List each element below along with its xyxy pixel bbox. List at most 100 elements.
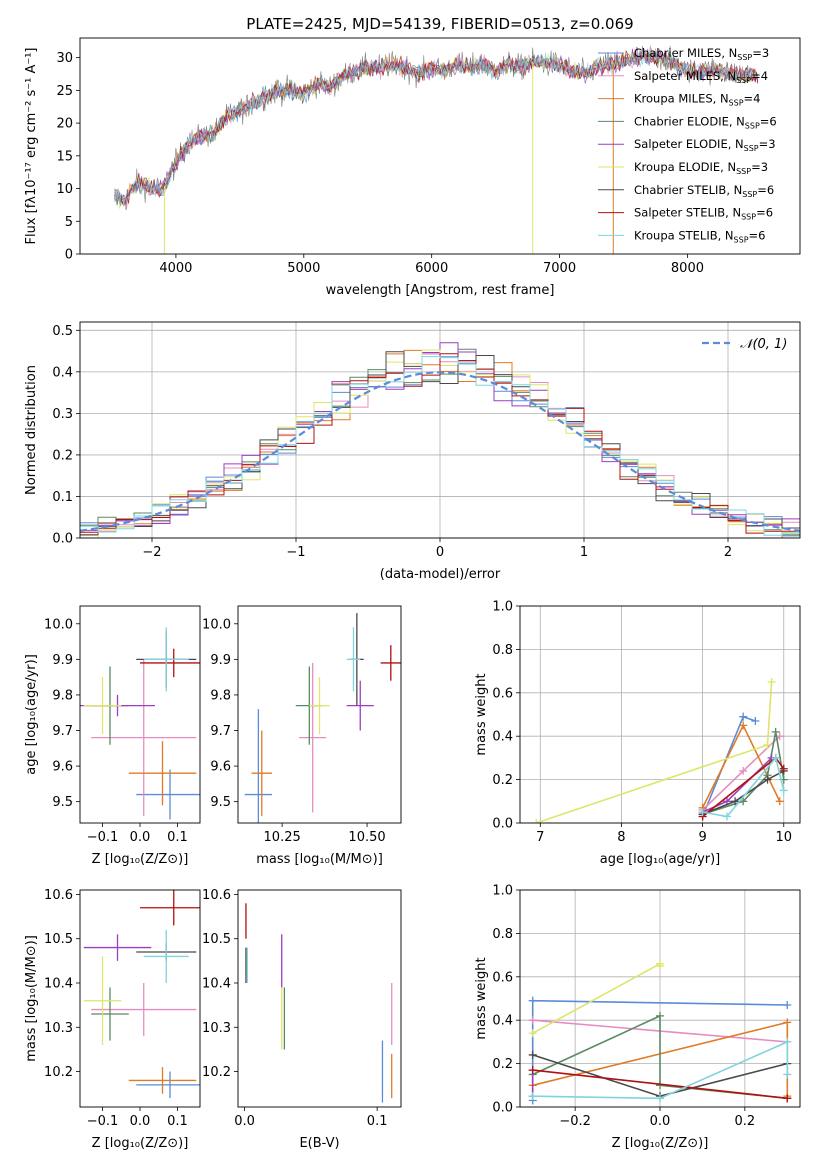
- mass-weight-marker: [698, 808, 707, 817]
- residual-histogram-panel: −2 −1 0 1 2 0.0 0.1 0.2 0.3 0.4 0.5 (data-model)/er…: [24, 321, 801, 582]
- spectrum-model-line: [114, 48, 759, 205]
- mass-weight-vs-age-panel: 7 8 9 10 0.0 0.2 0.4 0.6 0.8 1.0 age [log₁₀(age/yr…: [474, 600, 801, 867]
- x-tick-label: 0.1: [167, 830, 188, 845]
- y-axis-label: mass weight: [474, 673, 489, 755]
- legend-entry: Salpeter ELODIE, NSSP=3: [634, 137, 776, 153]
- y-tick-label: 10.3: [202, 1021, 231, 1036]
- x-tick-label: 0.1: [367, 1114, 388, 1129]
- mass-weight-marker: [783, 1094, 792, 1103]
- y-tick-label: 10.6: [44, 888, 73, 903]
- x-tick-label: 0.0: [234, 1114, 255, 1129]
- x-tick-label: 2: [724, 545, 732, 560]
- x-axis-label: age [log₁₀(age/yr)]: [600, 852, 721, 867]
- normal-reference-curve: [80, 371, 800, 532]
- legend-label: Chabrier MILES, N: [634, 46, 737, 60]
- plot-area: [528, 959, 792, 1105]
- plot-area: [83, 890, 200, 1099]
- x-tick-label: −0.1: [87, 1114, 119, 1129]
- x-axis-label: E(B-V): [299, 1136, 339, 1151]
- spectrum-title: PLATE=2425, MJD=54139, FIBERID=0513, z=0…: [246, 15, 633, 33]
- x-tick-label: 0.0: [650, 1114, 671, 1129]
- plot-area: [114, 45, 759, 254]
- mass-weight-marker: [779, 764, 788, 773]
- y-tick-label: 15: [56, 149, 73, 164]
- mass-weight-marker: [528, 1066, 537, 1075]
- legend-label: Chabrier STELIB, N: [634, 183, 742, 197]
- histogram-step: [80, 351, 800, 536]
- plot-area: [532, 677, 788, 823]
- mass-weight-marker: [656, 1094, 664, 1103]
- x-tick-label: 0.1: [167, 1114, 188, 1129]
- x-tick-label: 6000: [415, 261, 448, 276]
- x-tick-label: 0: [436, 545, 444, 560]
- y-tick-label: 0.0: [492, 817, 513, 832]
- mass-weight-marker: [528, 1016, 537, 1025]
- axes: 10.25 10.50 9.5 9.6 9.7 9.8 9.9 10.0 mass [log₁₀…: [202, 617, 386, 867]
- y-tick-label: 0.6: [492, 686, 513, 701]
- legend-label: Chabrier ELODIE, N: [634, 114, 745, 128]
- age-vs-mass-panel: 10.25 10.50 9.5 9.6 9.7 9.8 9.9 10.0 mass [log₁₀…: [202, 605, 402, 867]
- legend-subscript: SSP: [744, 144, 759, 153]
- x-tick-label: 8000: [671, 261, 704, 276]
- y-tick-label: 1.0: [492, 884, 513, 899]
- mass-weight-marker: [783, 1018, 792, 1027]
- spectrum-panel: 4000 5000 6000 7000 8000 0 5 10 15 20 25 30 waveleng…: [24, 37, 801, 299]
- mass-weight-marker: [751, 717, 760, 726]
- legend-value: =4: [751, 69, 768, 83]
- mass-weight-marker: [779, 786, 788, 795]
- mass-weight-marker: [763, 775, 772, 784]
- y-tick-label: 9.5: [210, 795, 231, 810]
- mass-weight-marker: [656, 1011, 664, 1020]
- mass-vs-ebv-panel: 0.0 0.1 10.2 10.3 10.4 10.5 10.6 E(B-V): [202, 888, 402, 1151]
- plot-frame: [79, 605, 201, 824]
- axes: 4000 5000 6000 7000 8000 0 5 10 15 20 25 30 waveleng…: [24, 48, 704, 299]
- legend-entry: Chabrier STELIB, NSSP=6: [634, 183, 774, 199]
- legend-label: Kroupa MILES, N: [634, 92, 729, 106]
- age-vs-metallicity-panel: −0.1 0.0 0.1 9.5 9.6 9.7 9.8 9.9 10.0 Z [log₁₀(Z/…: [24, 605, 201, 867]
- y-tick-label: 9.5: [52, 795, 73, 810]
- y-tick-label: 9.9: [52, 653, 73, 668]
- legend-entry: Kroupa ELODIE, NSSP=3: [634, 160, 768, 176]
- legend-value: =6: [760, 114, 777, 128]
- y-tick-label: 0.6: [492, 970, 513, 985]
- x-tick-label: 1: [580, 545, 588, 560]
- x-tick-label: 0.0: [130, 1114, 151, 1129]
- y-tick-label: 0.0: [52, 532, 73, 547]
- legend-subscript: SSP: [734, 235, 749, 244]
- y-tick-label: 10.4: [202, 977, 231, 992]
- x-axis-label: Z [log₁₀(Z/Z⊙)]: [92, 852, 189, 867]
- mass-weight-marker: [528, 996, 537, 1005]
- x-tick-label: 10.25: [264, 830, 301, 845]
- y-tick-label: 10.5: [202, 932, 231, 947]
- legend-value: =3: [751, 160, 768, 174]
- y-tick-label: 9.8: [210, 688, 231, 703]
- y-tick-label: 9.8: [52, 688, 73, 703]
- spectrum-model-line: [114, 49, 759, 204]
- x-tick-label: −0.2: [559, 1114, 591, 1129]
- y-tick-label: 9.6: [210, 760, 231, 775]
- plot-frame: [519, 889, 801, 1108]
- legend-label: Kroupa STELIB, N: [634, 228, 734, 242]
- legend-value: =6: [757, 183, 774, 197]
- mass-weight-marker: [783, 1037, 792, 1046]
- y-axis-label: Flux [fλ10⁻¹⁷ erg cm⁻² s⁻¹ A⁻¹]: [24, 48, 39, 245]
- plot-frame: [237, 889, 402, 1108]
- y-tick-label: 9.7: [52, 724, 73, 739]
- y-tick-label: 0.2: [492, 1057, 513, 1072]
- legend-value: =4: [744, 92, 761, 106]
- y-tick-label: 0.5: [52, 324, 73, 339]
- y-tick-label: 10.3: [44, 1021, 73, 1036]
- plot-frame: [79, 37, 801, 255]
- mass-weight-vs-metallicity-panel: −0.2 0.0 0.2 0.0 0.2 0.4 0.6 0.8 1.0 Z [log₁₀(Z/Z…: [474, 884, 801, 1151]
- x-axis-label: Z [log₁₀(Z/Z⊙)]: [92, 1136, 189, 1151]
- legend-subscript: SSP: [736, 76, 751, 85]
- y-tick-label: 0.8: [492, 927, 513, 942]
- legend-value: =3: [759, 137, 776, 151]
- axes: −0.2 0.0 0.2 0.0 0.2 0.4 0.6 0.8 1.0 Z [log₁₀(Z/Z…: [474, 884, 800, 1151]
- mass-weight-marker: [528, 1050, 537, 1059]
- mass-weight-marker: [771, 753, 780, 762]
- x-tick-label: −2: [142, 545, 161, 560]
- mass-weight-marker: [739, 766, 748, 775]
- y-tick-label: 0.3: [52, 407, 73, 422]
